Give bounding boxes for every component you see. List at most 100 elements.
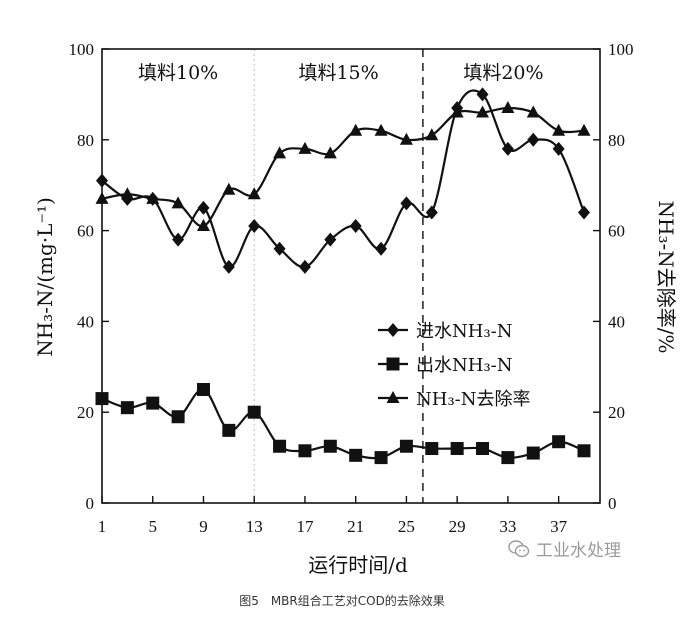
data-point — [349, 448, 363, 462]
data-point — [298, 259, 311, 274]
data-point — [375, 241, 388, 256]
data-point — [552, 435, 566, 449]
phase-label: 填料20% — [463, 62, 543, 84]
data-point — [399, 439, 413, 453]
data-point — [476, 105, 490, 118]
data-point — [298, 141, 312, 154]
data-point — [120, 401, 134, 415]
data-point — [222, 423, 236, 437]
legend-marker — [387, 323, 399, 337]
data-point — [196, 383, 210, 396]
watermark-text: 工业水处理 — [536, 541, 621, 561]
data-point — [399, 132, 413, 145]
data-point — [501, 141, 514, 156]
data-point — [172, 232, 185, 247]
series-0 — [96, 87, 590, 274]
x-tick-label: 1 — [98, 517, 107, 536]
legend-label: NH₃-N去除率 — [416, 389, 531, 410]
data-point — [526, 105, 540, 118]
data-point — [374, 451, 388, 465]
data-point — [450, 442, 464, 456]
data-point — [120, 187, 134, 200]
phase-label: 填料10% — [138, 62, 218, 84]
data-point — [577, 444, 591, 458]
x-tick-label: 33 — [499, 517, 516, 536]
y-axis-title-right: NH₃-N去除率/% — [654, 201, 678, 354]
series-line — [101, 106, 585, 228]
legend-marker — [386, 391, 400, 403]
data-point — [425, 128, 439, 141]
x-tick-label: 29 — [449, 517, 466, 536]
data-point — [248, 219, 261, 234]
y-tick-label-left: 40 — [77, 312, 94, 331]
data-point — [526, 446, 540, 460]
data-point — [324, 232, 337, 247]
y-tick-label-right: 80 — [608, 131, 625, 150]
legend-label: 出水NH₃-N — [416, 355, 513, 376]
data-point — [578, 205, 590, 220]
y-tick-label-right: 100 — [608, 40, 634, 59]
data-point — [146, 191, 160, 204]
data-point — [247, 405, 261, 419]
x-tick-label: 13 — [246, 517, 263, 536]
data-point — [196, 219, 210, 232]
x-axis-title: 运行时间/d — [308, 553, 408, 577]
data-point — [450, 105, 464, 118]
x-tick-label: 37 — [550, 517, 568, 536]
legend-marker — [386, 357, 400, 371]
series-1 — [95, 383, 591, 465]
data-point — [552, 141, 565, 156]
y-tick-label-left: 100 — [69, 40, 95, 59]
series-2 — [95, 101, 591, 232]
data-point — [527, 132, 540, 147]
data-point — [146, 396, 160, 410]
data-point — [552, 123, 566, 136]
plot-frame — [101, 48, 601, 504]
data-point — [400, 196, 413, 211]
data-point — [476, 87, 489, 102]
y-tick-label-left: 60 — [77, 222, 94, 241]
data-point — [222, 259, 235, 274]
y-axis-title-left: NH₃-N/(mg·L⁻¹) — [33, 197, 57, 357]
data-point — [323, 439, 337, 453]
x-tick-label: 21 — [347, 517, 364, 536]
wechat-icon — [508, 539, 530, 558]
data-point — [95, 392, 109, 406]
legend-label: 进水NH₃-N — [416, 321, 513, 342]
data-point — [96, 173, 108, 188]
x-tick-label: 9 — [199, 517, 208, 536]
data-point — [171, 196, 185, 209]
y-tick-label-left: 80 — [77, 131, 94, 150]
data-point — [501, 451, 515, 465]
data-point — [273, 146, 287, 159]
data-point — [349, 219, 362, 234]
data-point — [197, 200, 210, 215]
data-point — [425, 205, 438, 220]
watermark: 工业水处理 — [508, 536, 621, 561]
data-point — [298, 444, 312, 458]
data-point — [501, 101, 515, 114]
data-point — [577, 123, 591, 136]
phase-label: 填料15% — [298, 62, 378, 84]
y-tick-label-right: 0 — [608, 494, 617, 513]
figure-caption: 图5 MBR组合工艺对COD的去除效果 — [239, 594, 445, 608]
y-tick-label-left: 20 — [77, 403, 94, 422]
data-point — [273, 241, 286, 256]
y-tick-label-right: 40 — [608, 312, 625, 331]
y-tick-label-left: 0 — [86, 494, 95, 513]
data-point — [476, 442, 490, 456]
x-tick-label: 25 — [398, 517, 415, 536]
data-point — [425, 442, 439, 456]
x-tick-label: 5 — [148, 517, 157, 536]
data-point — [273, 439, 287, 453]
data-point — [247, 187, 261, 200]
data-point — [222, 182, 236, 195]
x-tick-label: 17 — [296, 517, 314, 536]
data-point — [323, 146, 337, 159]
data-point — [171, 410, 185, 424]
y-tick-label-right: 20 — [608, 403, 625, 422]
data-point — [374, 123, 388, 136]
y-tick-label-right: 60 — [608, 222, 625, 241]
data-point — [349, 123, 363, 136]
data-point — [95, 191, 109, 204]
